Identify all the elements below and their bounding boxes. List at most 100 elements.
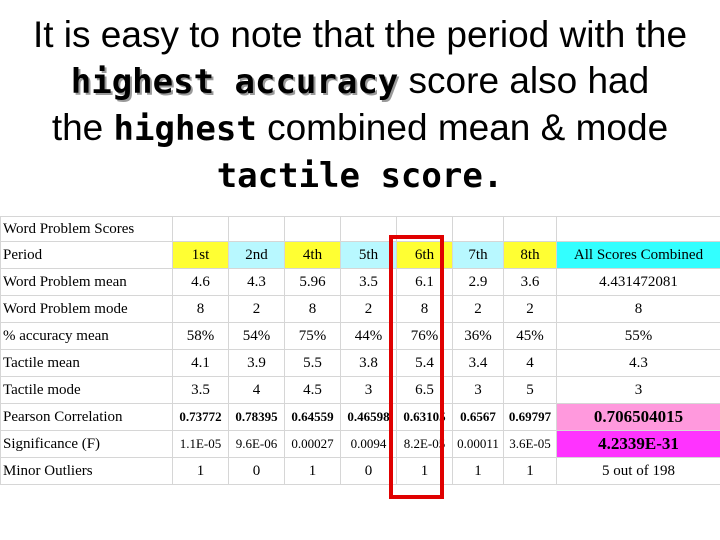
heading-emphasis-highest-accuracy: highest accuracy — [70, 62, 399, 102]
row-label: Minor Outliers — [0, 457, 173, 485]
table-cell-combined: 0.706504015 — [556, 403, 720, 431]
table-cell: 3.5 — [340, 268, 397, 296]
table-cell-combined: 4.2339E-31 — [556, 430, 720, 458]
row-label: Pearson Correlation — [0, 403, 173, 431]
table-cell: 3.6E-05 — [503, 430, 557, 458]
table-cell: 1 — [396, 457, 453, 485]
table-cell: 1.1E-05 — [172, 430, 229, 458]
table-title-row: Word Problem Scores — [0, 216, 720, 242]
table-cell: 3.4 — [452, 349, 504, 377]
heading-line-2-text: score also had — [398, 60, 650, 101]
table-cell: 2 — [503, 295, 557, 323]
heading-line-1: It is easy to note that the period with … — [0, 12, 720, 58]
heading-line-1-text: It is easy to note that the period with … — [32, 14, 688, 55]
table-cell: 5.5 — [284, 349, 341, 377]
table-row: Minor Outliers 1 0 1 0 1 1 1 5 out of 19… — [0, 457, 720, 485]
table-cell-combined: 5 out of 198 — [556, 457, 720, 485]
table-cell: 4.3 — [228, 268, 285, 296]
table-cell: 5.4 — [396, 349, 453, 377]
table-cell: 6.5 — [396, 376, 453, 404]
table-cell: 3.8 — [340, 349, 397, 377]
header-cell-period: Period — [0, 241, 173, 269]
table-cell: 4.5 — [284, 376, 341, 404]
table-cell: 54% — [228, 322, 285, 350]
header-cell-6th: 6th — [396, 241, 453, 269]
table-title: Word Problem Scores — [0, 216, 173, 242]
table-row: % accuracy mean 58% 54% 75% 44% 76% 36% … — [0, 322, 720, 350]
table-cell: 0.46598 — [340, 403, 397, 431]
header-cell-1st: 1st — [172, 241, 229, 269]
table-cell: 3 — [452, 376, 504, 404]
slide-heading: It is easy to note that the period with … — [0, 12, 720, 199]
table-cell: 3.5 — [172, 376, 229, 404]
table-cell-combined: 8 — [556, 295, 720, 323]
table-row: Word Problem mean 4.6 4.3 5.96 3.5 6.1 2… — [0, 268, 720, 296]
row-label: Word Problem mode — [0, 295, 173, 323]
table-cell: 5 — [503, 376, 557, 404]
table-cell: 4 — [228, 376, 285, 404]
heading-line-3-start: the — [51, 107, 114, 148]
table-cell: 1 — [503, 457, 557, 485]
heading-line-4: tactile score. — [0, 152, 720, 199]
table-cell: 0.00027 — [284, 430, 341, 458]
table-cell: 0.78395 — [228, 403, 285, 431]
heading-emphasis-highest: highest — [113, 109, 257, 149]
heading-emphasis-tactile-score: tactile score. — [216, 156, 504, 196]
header-cell-7th: 7th — [452, 241, 504, 269]
table-row: Significance (F) 1.1E-05 9.6E-06 0.00027… — [0, 430, 720, 458]
table-cell: 75% — [284, 322, 341, 350]
table-cell-combined: 3 — [556, 376, 720, 404]
table-cell: 2 — [340, 295, 397, 323]
table-row: Word Problem mode 8 2 8 2 8 2 2 8 — [0, 295, 720, 323]
word-problem-scores-table: Word Problem Scores Period 1st 2nd 4th 5… — [0, 216, 720, 485]
table-cell: 1 — [172, 457, 229, 485]
table-cell: 8.2E-05 — [396, 430, 453, 458]
table-cell: 0 — [228, 457, 285, 485]
empty-cell — [228, 216, 285, 242]
table-cell: 8 — [284, 295, 341, 323]
header-cell-all-scores-combined: All Scores Combined — [556, 241, 720, 269]
table-cell: 2.9 — [452, 268, 504, 296]
table-cell: 45% — [503, 322, 557, 350]
table-cell: 0.69797 — [503, 403, 557, 431]
heading-line-3: the highest combined mean & mode — [0, 105, 720, 152]
header-cell-5th: 5th — [340, 241, 397, 269]
row-label: % accuracy mean — [0, 322, 173, 350]
table-cell: 1 — [452, 457, 504, 485]
row-label: Tactile mean — [0, 349, 173, 377]
empty-cell — [340, 216, 397, 242]
table-cell: 0.73772 — [172, 403, 229, 431]
table-cell: 0.63105 — [396, 403, 453, 431]
row-label: Significance (F) — [0, 430, 173, 458]
table-cell: 0.00011 — [452, 430, 504, 458]
table-cell: 58% — [172, 322, 229, 350]
table-cell-combined: 4.431472081 — [556, 268, 720, 296]
table-row: Tactile mean 4.1 3.9 5.5 3.8 5.4 3.4 4 4… — [0, 349, 720, 377]
table-cell: 4.6 — [172, 268, 229, 296]
empty-cell — [556, 216, 720, 242]
table-cell: 76% — [396, 322, 453, 350]
header-cell-2nd: 2nd — [228, 241, 285, 269]
table-cell: 0.64559 — [284, 403, 341, 431]
table-cell-combined: 55% — [556, 322, 720, 350]
empty-cell — [452, 216, 504, 242]
table-cell: 36% — [452, 322, 504, 350]
table-cell: 0.6567 — [452, 403, 504, 431]
table-cell: 2 — [228, 295, 285, 323]
header-cell-4th: 4th — [284, 241, 341, 269]
empty-cell — [284, 216, 341, 242]
empty-cell — [172, 216, 229, 242]
table-cell: 3.9 — [228, 349, 285, 377]
table-cell: 0 — [340, 457, 397, 485]
table-cell: 8 — [396, 295, 453, 323]
row-label: Word Problem mean — [0, 268, 173, 296]
empty-cell — [503, 216, 557, 242]
table-cell: 8 — [172, 295, 229, 323]
table-row: Pearson Correlation 0.73772 0.78395 0.64… — [0, 403, 720, 431]
table-cell: 1 — [284, 457, 341, 485]
empty-cell — [396, 216, 453, 242]
table-cell: 5.96 — [284, 268, 341, 296]
table-row: Tactile mode 3.5 4 4.5 3 6.5 3 5 3 — [0, 376, 720, 404]
table-cell: 9.6E-06 — [228, 430, 285, 458]
table-cell: 44% — [340, 322, 397, 350]
